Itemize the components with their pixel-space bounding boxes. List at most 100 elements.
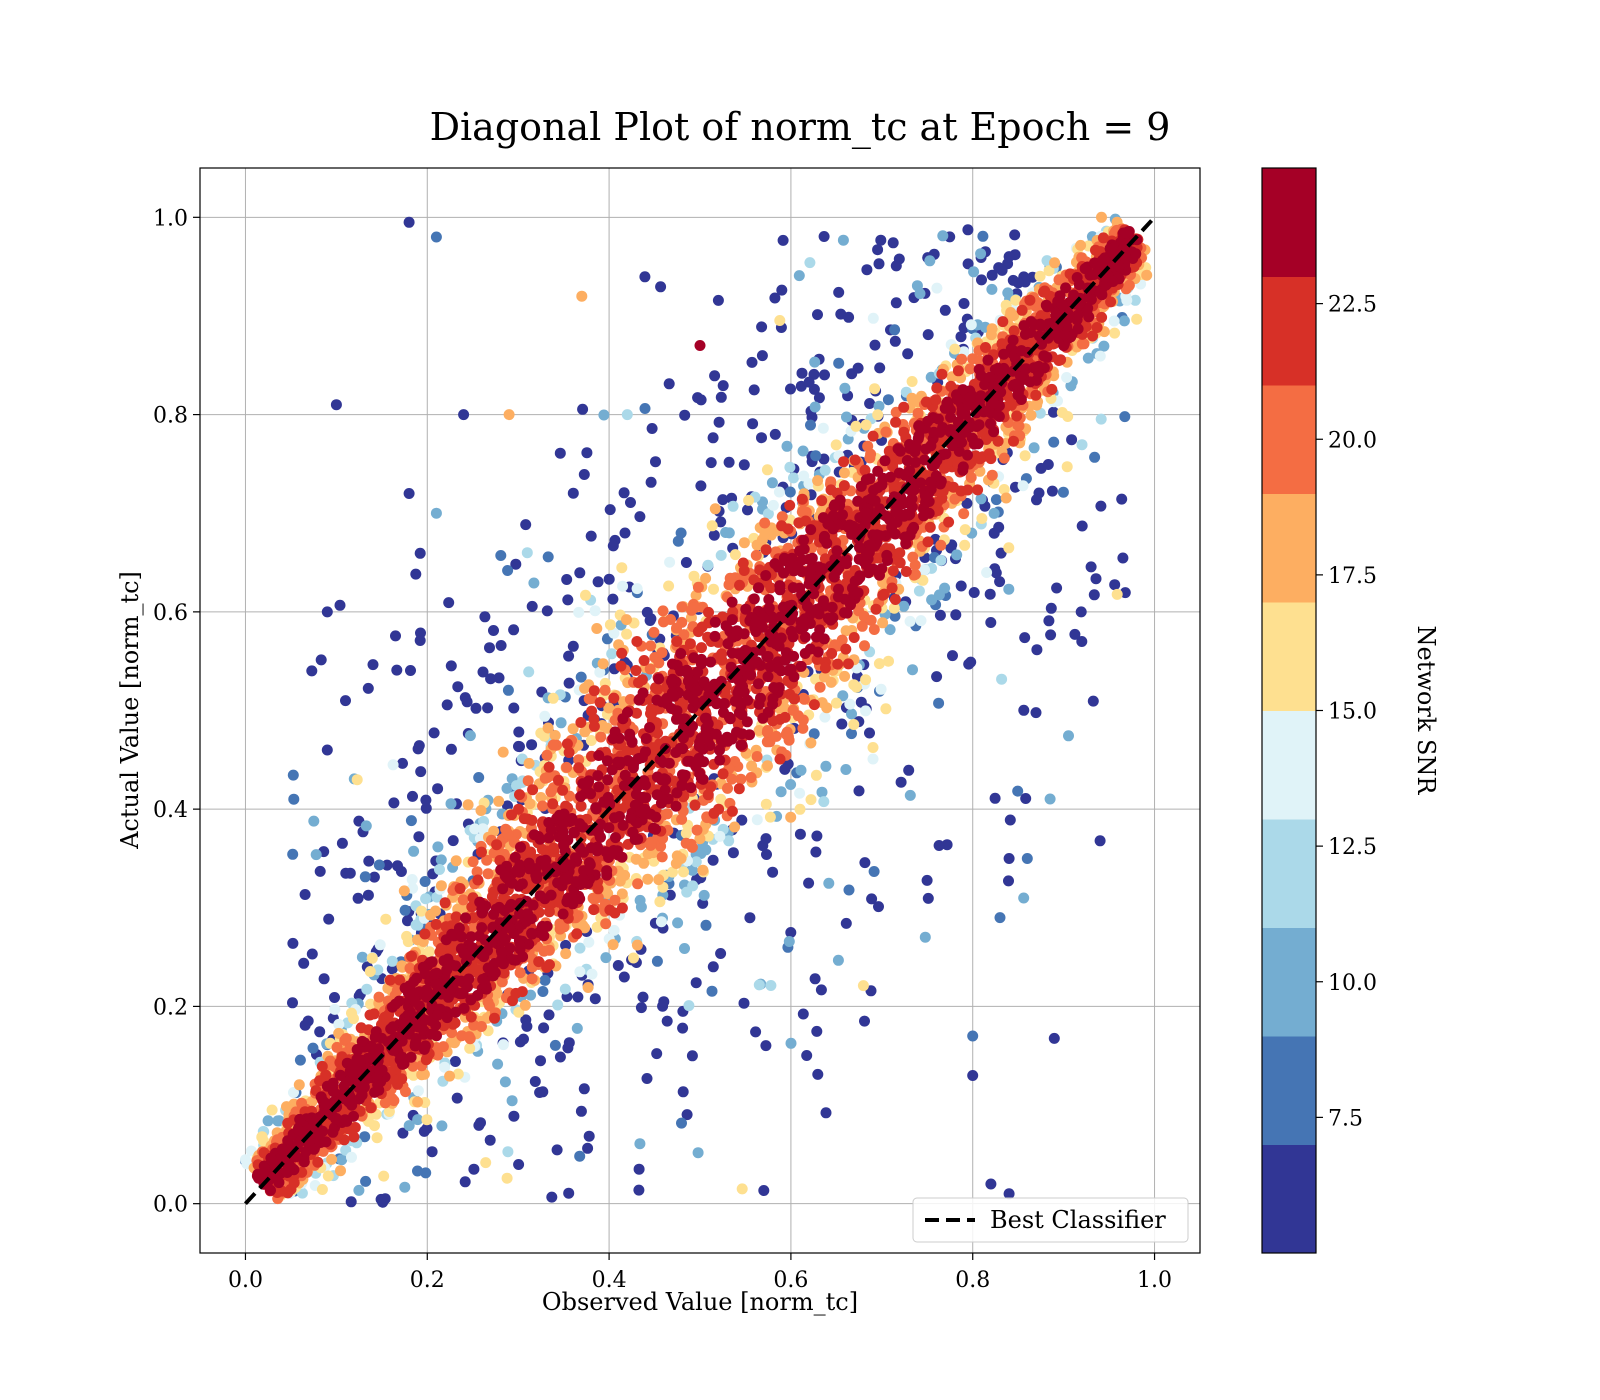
data-point-1198 (851, 681, 862, 693)
data-point-1220 (585, 735, 597, 746)
data-point-630 (1082, 352, 1094, 364)
data-point-1092 (364, 966, 376, 977)
data-point-1290 (421, 1114, 433, 1126)
data-point-1519 (812, 475, 824, 487)
data-point-2014 (676, 813, 688, 825)
data-point-3690 (636, 674, 648, 686)
data-point-35 (344, 867, 356, 879)
data-point-2259 (797, 722, 809, 734)
data-point-3540 (594, 697, 606, 708)
data-point-266 (340, 695, 351, 707)
data-point-660 (310, 849, 322, 861)
data-point-1302 (607, 939, 619, 951)
data-point-51 (386, 963, 398, 975)
data-point-3526 (922, 536, 934, 548)
data-point-439 (760, 1040, 772, 1052)
data-point-152 (811, 1025, 823, 1037)
data-point-95 (801, 1050, 813, 1061)
data-point-2384 (868, 624, 880, 635)
data-point-1378 (412, 1096, 424, 1108)
data-point-209 (941, 839, 953, 851)
data-point-502 (707, 432, 719, 444)
data-point-445 (459, 1176, 471, 1188)
data-point-433 (872, 244, 884, 256)
data-point-115 (705, 457, 717, 469)
data-point-679 (809, 356, 821, 368)
plot-area: 0.0 0.2 0.4 0.6 0.8 1.0 0.00.20.40.60.81.0 (153, 167, 1201, 1293)
data-point-3295 (708, 807, 720, 819)
data-point-129 (541, 605, 553, 617)
data-point-996 (729, 549, 741, 561)
data-point-361 (352, 892, 364, 904)
data-point-669 (492, 1058, 504, 1070)
data-point-312 (712, 294, 724, 306)
data-point-479 (421, 1122, 433, 1134)
data-point-2855 (538, 945, 550, 957)
data-point-1187 (408, 1069, 419, 1081)
data-point-3381 (924, 521, 936, 533)
data-point-417 (618, 487, 630, 499)
data-point-803 (521, 547, 533, 559)
data-point-3501 (514, 789, 525, 801)
data-point-147 (794, 828, 806, 840)
data-point-593 (574, 1150, 586, 1162)
data-point-2880 (631, 636, 643, 647)
data-point-754 (272, 1115, 284, 1127)
data-point-481 (715, 516, 727, 528)
data-point-1291 (1019, 450, 1031, 462)
data-point-984 (1043, 265, 1055, 277)
data-point-352 (921, 874, 933, 886)
data-point-978 (1034, 270, 1046, 282)
data-point-823 (502, 1146, 514, 1158)
data-point-24 (362, 889, 374, 901)
data-point-667 (793, 270, 805, 282)
data-point-582 (805, 419, 816, 431)
data-point-132 (818, 231, 830, 242)
data-point-749 (692, 1147, 704, 1159)
data-point-1784 (964, 363, 976, 375)
data-point-1529 (785, 811, 797, 823)
data-point-376 (488, 625, 499, 636)
data-point-231 (761, 849, 772, 860)
data-point-237 (1004, 814, 1016, 826)
data-point-937 (608, 924, 620, 936)
data-point-1016 (464, 1042, 476, 1054)
data-point-3091 (588, 685, 600, 697)
data-point-271 (985, 1178, 997, 1190)
data-point-3365 (734, 579, 745, 591)
data-point-652 (925, 371, 937, 383)
data-point-324 (415, 766, 427, 778)
data-point-935 (664, 556, 676, 568)
data-point-7 (560, 939, 572, 951)
data-point-912 (288, 1087, 299, 1098)
data-point-712 (785, 1037, 797, 1049)
data-point-18 (508, 702, 520, 714)
data-point-1347 (306, 1096, 318, 1107)
data-point-598 (360, 820, 372, 832)
data-point-29 (866, 893, 878, 905)
data-point-542 (419, 876, 431, 887)
data-point-708 (837, 690, 849, 702)
data-point-748 (1065, 380, 1077, 392)
data-point-391 (709, 370, 721, 382)
data-point-951 (266, 1104, 278, 1116)
data-point-3348 (419, 928, 431, 940)
data-point-438 (756, 321, 768, 333)
data-point-3020 (472, 874, 484, 886)
data-point-1494 (579, 682, 591, 694)
data-point-703 (841, 411, 852, 423)
data-point-1177 (1056, 407, 1068, 418)
data-point-611 (525, 989, 537, 1001)
data-point-2540 (457, 894, 469, 906)
data-point-547 (399, 904, 411, 916)
data-point-410 (813, 392, 825, 404)
data-point-928 (374, 939, 386, 951)
data-point-4656 (602, 774, 614, 786)
data-point-936 (439, 1061, 451, 1073)
data-point-265 (321, 606, 333, 618)
data-point-343 (1045, 602, 1057, 614)
data-point-775 (996, 673, 1008, 685)
data-point-1518 (818, 671, 830, 683)
data-point-12 (426, 1146, 438, 1158)
data-point-334 (563, 1187, 575, 1199)
